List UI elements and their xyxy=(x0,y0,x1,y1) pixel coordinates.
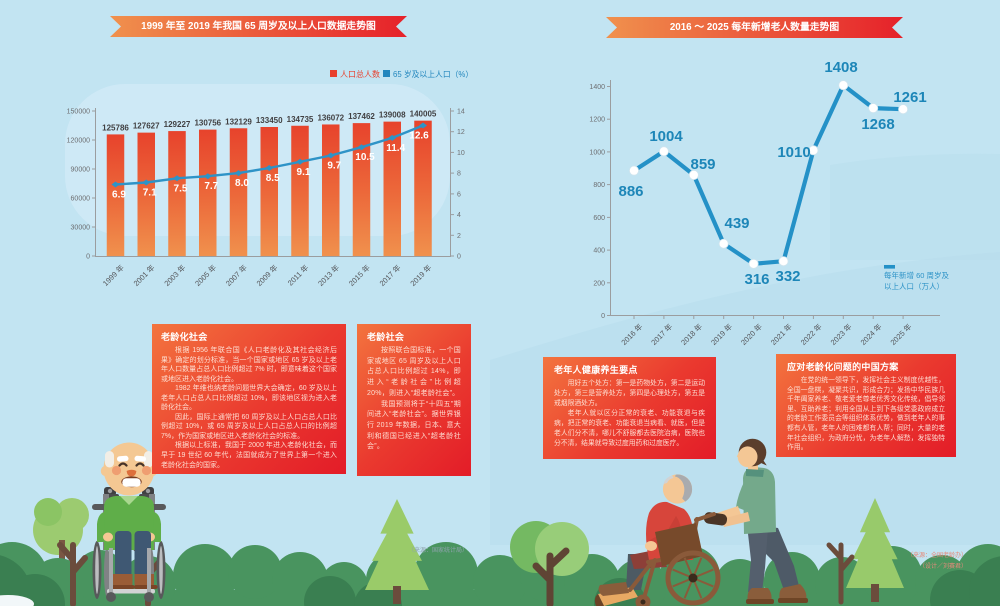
svg-text:1000: 1000 xyxy=(589,149,605,156)
svg-text:9.7: 9.7 xyxy=(327,161,341,172)
svg-text:136072: 136072 xyxy=(317,114,344,123)
svg-text:1268: 1268 xyxy=(861,116,894,133)
svg-text:（设计／刘赛君）: （设计／刘赛君） xyxy=(919,562,967,570)
svg-text:2005 年: 2005 年 xyxy=(193,262,219,288)
svg-text:2017 年: 2017 年 xyxy=(377,262,403,288)
svg-text:60000: 60000 xyxy=(71,196,91,203)
svg-text:133450: 133450 xyxy=(256,116,283,125)
svg-text:人口总人数: 人口总人数 xyxy=(340,69,380,79)
svg-text:400: 400 xyxy=(593,248,605,255)
svg-text:129227: 129227 xyxy=(164,120,191,129)
svg-text:1010: 1010 xyxy=(777,144,810,161)
svg-text:（来源：全国老龄办）: （来源：全国老龄办） xyxy=(907,551,967,559)
svg-text:8.0: 8.0 xyxy=(235,178,249,189)
svg-text:90000: 90000 xyxy=(71,167,91,174)
svg-text:1004: 1004 xyxy=(649,128,683,145)
svg-text:0: 0 xyxy=(86,254,90,261)
svg-text:2019 年: 2019 年 xyxy=(408,262,434,288)
svg-text:2015 年: 2015 年 xyxy=(346,262,372,288)
svg-text:65 岁及以上人口（%）: 65 岁及以上人口（%） xyxy=(393,69,473,79)
svg-text:6: 6 xyxy=(457,191,461,198)
svg-text:140005: 140005 xyxy=(410,110,437,119)
svg-text:2003 年: 2003 年 xyxy=(162,262,188,288)
svg-text:每年新增 60 周岁及: 每年新增 60 周岁及 xyxy=(884,270,950,280)
svg-text:2007 年: 2007 年 xyxy=(223,262,249,288)
svg-text:800: 800 xyxy=(593,182,605,189)
svg-text:134735: 134735 xyxy=(287,115,314,124)
svg-text:200: 200 xyxy=(593,280,605,287)
svg-text:8.5: 8.5 xyxy=(266,173,280,184)
svg-text:2009 年: 2009 年 xyxy=(254,262,280,288)
svg-text:9.1: 9.1 xyxy=(297,167,311,178)
svg-text:150000: 150000 xyxy=(67,109,90,116)
svg-text:1999 年: 1999 年 xyxy=(100,262,126,288)
svg-text:120000: 120000 xyxy=(67,138,90,145)
svg-text:130756: 130756 xyxy=(194,119,221,128)
svg-text:439: 439 xyxy=(724,215,749,232)
svg-text:0: 0 xyxy=(457,254,461,261)
svg-text:12.6: 12.6 xyxy=(409,131,429,142)
svg-text:7.7: 7.7 xyxy=(204,181,218,192)
svg-text:125786: 125786 xyxy=(102,123,129,132)
svg-text:2013 年: 2013 年 xyxy=(316,262,342,288)
svg-text:886: 886 xyxy=(618,183,643,200)
svg-text:316: 316 xyxy=(744,271,769,288)
svg-text:139008: 139008 xyxy=(379,111,406,120)
svg-text:（来源：国家统计局）: （来源：国家统计局） xyxy=(408,546,468,554)
svg-text:0: 0 xyxy=(601,313,605,320)
svg-text:1261: 1261 xyxy=(893,89,926,106)
svg-text:127627: 127627 xyxy=(133,122,160,131)
svg-text:10: 10 xyxy=(457,150,465,157)
svg-text:600: 600 xyxy=(593,215,605,222)
svg-text:2001 年: 2001 年 xyxy=(131,262,157,288)
svg-text:1200: 1200 xyxy=(589,117,605,124)
svg-text:137462: 137462 xyxy=(348,112,375,121)
svg-text:12: 12 xyxy=(457,129,465,136)
svg-text:10.5: 10.5 xyxy=(355,152,375,163)
svg-text:1408: 1408 xyxy=(824,59,857,76)
svg-text:2: 2 xyxy=(457,233,461,240)
svg-text:14: 14 xyxy=(457,109,465,116)
svg-text:7.1: 7.1 xyxy=(143,188,157,199)
svg-text:8: 8 xyxy=(457,171,461,178)
svg-text:132129: 132129 xyxy=(225,117,252,126)
svg-text:332: 332 xyxy=(775,268,800,285)
svg-text:4: 4 xyxy=(457,212,461,219)
svg-text:以上人口（万人）: 以上人口（万人） xyxy=(884,282,944,291)
svg-text:6.9: 6.9 xyxy=(112,190,126,201)
svg-text:11.4: 11.4 xyxy=(386,143,405,154)
svg-text:7.5: 7.5 xyxy=(174,183,188,194)
svg-text:30000: 30000 xyxy=(71,225,91,232)
svg-text:2011 年: 2011 年 xyxy=(285,262,311,288)
svg-text:859: 859 xyxy=(690,156,715,173)
svg-text:1400: 1400 xyxy=(589,84,605,91)
